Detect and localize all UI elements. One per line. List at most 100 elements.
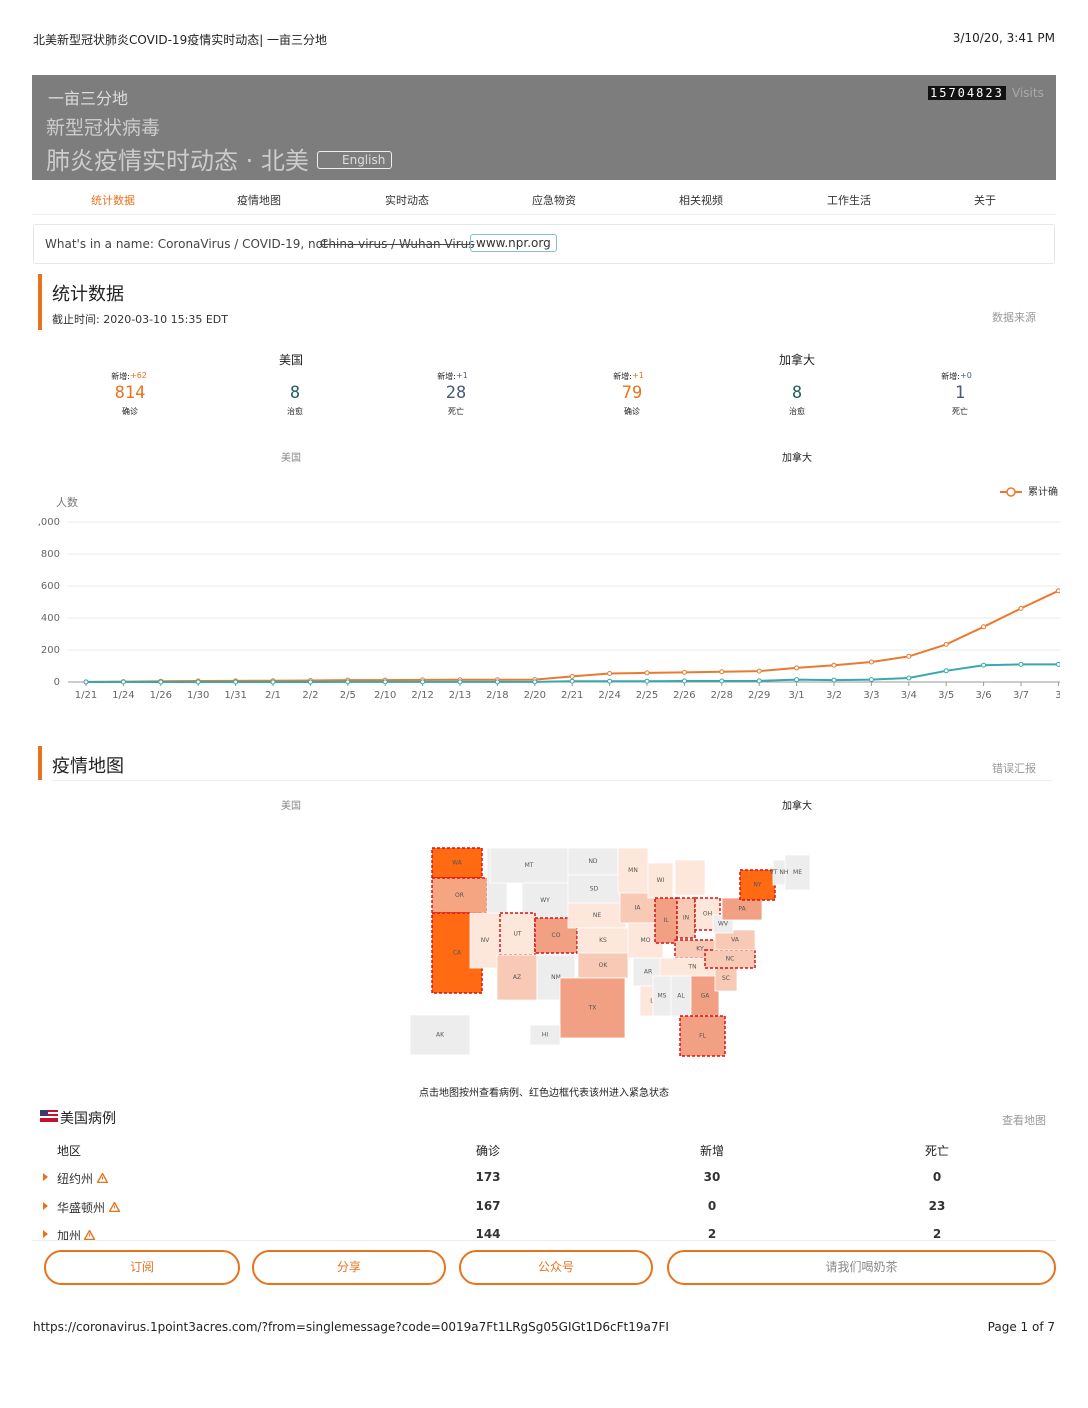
button[interactable]: 订阅 — [44, 1250, 240, 1285]
state — [679, 1015, 726, 1057]
state-label: MN — [628, 867, 638, 874]
nav-item[interactable]: 统计数据 — [91, 194, 135, 207]
state-label: OH — [703, 911, 712, 918]
stat-value: 814 — [114, 383, 146, 403]
point — [943, 641, 949, 647]
legend-label: 累计确 — [1028, 485, 1058, 498]
cell: 0 — [932, 1170, 942, 1184]
cell: 144 — [475, 1227, 501, 1241]
x-tick-label: 2/18 — [486, 690, 508, 701]
stats-source[interactable]: 数据来源 — [992, 311, 1036, 324]
nav-item[interactable]: 相关视频 — [679, 194, 723, 207]
x-tick-label: 2/2 — [302, 690, 318, 701]
x-tick-label: 2/5 — [340, 690, 356, 701]
point — [83, 679, 89, 685]
region-name: 加拿大 — [778, 353, 815, 367]
point — [644, 670, 650, 676]
y-tick-label: ,000 — [38, 517, 60, 528]
chart-tab[interactable]: 美国 — [281, 453, 301, 464]
state-label: TN — [687, 964, 696, 971]
banner: 一亩三分地 新型冠状病毒 肺炎疫情实时动态 · 北美 English 15704… — [32, 75, 1056, 180]
state-label: MO — [641, 937, 651, 944]
state-label: PA — [738, 906, 746, 913]
nav-item[interactable]: 关于 — [974, 194, 996, 207]
new-label: 新增: — [613, 372, 632, 381]
button[interactable]: 分享 — [252, 1250, 446, 1285]
state-label: AL — [677, 993, 685, 1000]
logo: 一亩三分地 — [48, 89, 129, 108]
state-label: MT — [525, 862, 534, 869]
point — [607, 678, 613, 684]
banner-line2: 肺炎疫情实时动态 · 北美 — [46, 147, 309, 175]
column-header: 死亡 — [924, 1144, 949, 1158]
state-label: WY — [540, 897, 550, 904]
cell: 30 — [703, 1170, 721, 1184]
y-tick-label: 800 — [41, 549, 60, 560]
notice-prefix: What's in a name: CoronaVirus / COVID-19… — [45, 237, 328, 251]
warning-icon — [109, 1201, 120, 1212]
new-label: 新增: — [111, 372, 130, 381]
stat-label: 确诊 — [624, 407, 640, 416]
x-tick-label: 2/21 — [561, 690, 583, 701]
point — [532, 679, 538, 685]
column-header: 地区 — [57, 1144, 82, 1158]
point — [981, 624, 987, 630]
cases-title: 美国病例 — [60, 1111, 116, 1127]
state — [469, 912, 501, 969]
x-tick-label: 1/21 — [75, 690, 97, 701]
state-label: GA — [701, 993, 711, 1000]
point — [1018, 605, 1024, 611]
state — [674, 859, 706, 896]
expand-arrow[interactable] — [43, 1230, 48, 1238]
map-tab[interactable]: 加拿大 — [782, 801, 812, 812]
visits-count: 15704823 — [928, 86, 1006, 100]
x-tick-label: 3/7 — [1013, 690, 1029, 701]
chart-tab[interactable]: 加拿大 — [782, 453, 812, 464]
nav-item[interactable]: 疫情地图 — [237, 194, 281, 207]
state-label: IN — [683, 915, 689, 922]
state-label: HI — [542, 1032, 549, 1039]
state-label: KY — [696, 946, 704, 953]
new-value: +0 — [960, 371, 972, 380]
report-link[interactable]: 错误汇报 — [992, 762, 1036, 775]
x-tick-label: 3/3 — [863, 690, 879, 701]
expand-arrow[interactable] — [43, 1173, 48, 1181]
expand-arrow[interactable] — [43, 1201, 48, 1210]
point — [681, 678, 687, 684]
state-label: NE — [593, 912, 601, 919]
map-tab[interactable]: 美国 — [281, 801, 301, 812]
stat-value: 28 — [445, 383, 467, 403]
cell: 167 — [475, 1198, 501, 1213]
new-value: +62 — [130, 371, 147, 380]
point — [420, 679, 426, 685]
stat-label: 治愈 — [287, 407, 303, 416]
point — [868, 659, 874, 665]
language-button[interactable]: English — [317, 151, 393, 169]
state — [499, 912, 536, 956]
state-label: AZ — [513, 974, 521, 981]
state-label: MS — [658, 993, 667, 1000]
stat-label: 死亡 — [952, 407, 968, 416]
x-tick-label: 3/1 — [789, 690, 805, 701]
state — [521, 882, 569, 919]
point — [906, 675, 912, 681]
state — [577, 927, 629, 954]
state-label: KS — [599, 937, 607, 944]
region-cell: 纽约州 — [57, 1172, 94, 1186]
point — [120, 679, 126, 685]
notice-link[interactable]: www.npr.org — [470, 234, 557, 252]
footer-page: Page 1 of 7 — [987, 1320, 1055, 1334]
button[interactable]: 请我们喝奶茶 — [667, 1250, 1056, 1285]
state-label: NM — [551, 974, 561, 981]
nav-item[interactable]: 实时动态 — [385, 194, 429, 207]
nav-item[interactable]: 应急物资 — [532, 194, 576, 207]
column-header: 确诊 — [475, 1144, 500, 1158]
y-tick-label: 200 — [41, 645, 60, 656]
x-tick-label: 3 — [1055, 690, 1060, 701]
view-map[interactable]: 查看地图 — [1002, 1114, 1046, 1127]
x-tick-label: 2/20 — [524, 690, 546, 701]
point — [195, 679, 201, 685]
state-label: NC — [726, 956, 735, 963]
button[interactable]: 公众号 — [459, 1250, 653, 1285]
nav-item[interactable]: 工作生活 — [827, 194, 871, 207]
